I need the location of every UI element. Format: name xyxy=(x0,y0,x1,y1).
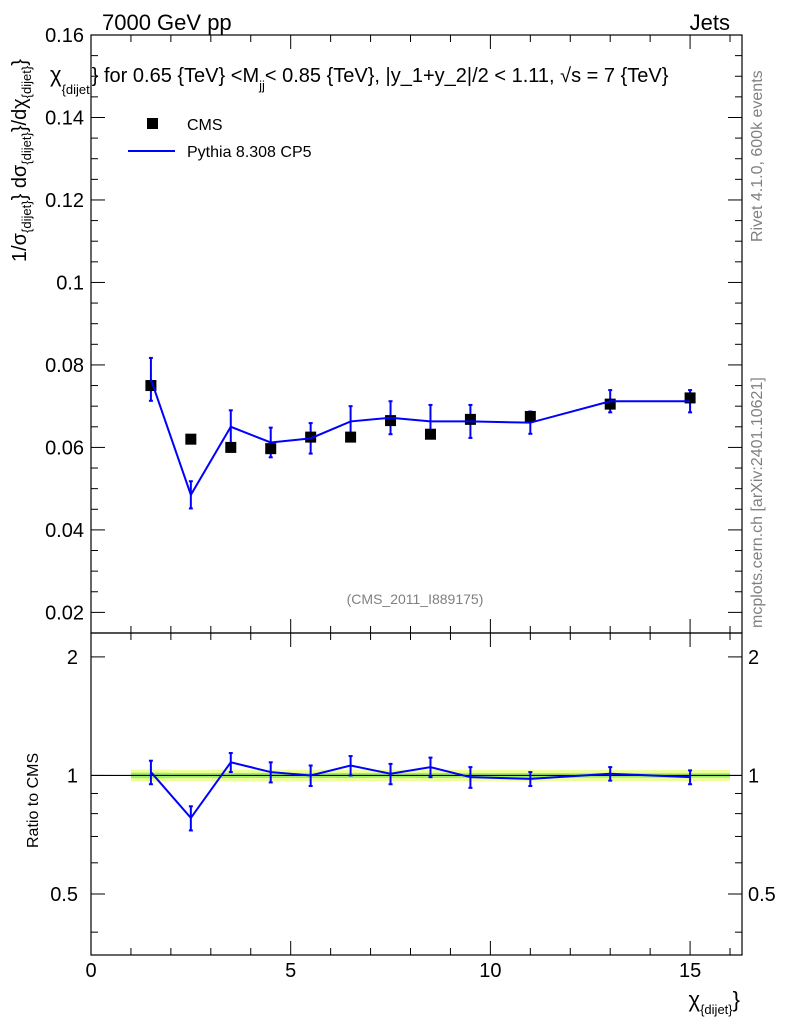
main-y-tick-label-7: 0.16 xyxy=(45,25,84,47)
ratio-y-tick-label-right-0: 0.5 xyxy=(748,884,776,906)
main-y-tick-label-6: 0.14 xyxy=(45,107,84,129)
ratio-y-tick-label-right-1: 1 xyxy=(748,765,759,787)
ratio-y-axis-label: Ratio to CMS xyxy=(25,753,42,848)
plot-subtitle: χ{dijet} for 0.65 {TeV} <Mjj< 0.85 {TeV}… xyxy=(50,62,669,97)
subtitle-part1: } for 0.65 {TeV} <M xyxy=(92,65,259,87)
data-point-3 xyxy=(265,443,277,455)
data-point-0 xyxy=(145,380,157,392)
legend-cms-label: CMS xyxy=(187,117,223,134)
ratio-y-tick-label-right-2: 2 xyxy=(748,647,759,669)
axis-ticks: 0 5 10 15 0.02 0.04 0.06 0.08 0.1 0.12 0.14 0.16 0.5… xyxy=(45,25,776,982)
x-tick-label-2: 10 xyxy=(479,960,501,982)
ratio-panel-frame xyxy=(90,632,743,956)
legend-mc-label: Pythia 8.308 CP5 xyxy=(187,144,312,161)
header-left: 7000 GeV pp xyxy=(102,10,232,35)
side-text-rivet: Rivet 4.1.0, 600k events xyxy=(749,70,766,242)
mc-series xyxy=(149,379,691,498)
data-point-9 xyxy=(524,410,536,422)
main-y-tick-label-4: 0.1 xyxy=(56,272,84,294)
x-tick-label-3: 15 xyxy=(679,960,701,982)
data-point-2 xyxy=(225,441,237,453)
data-point-7 xyxy=(424,428,436,440)
main-y-tick-label-2: 0.06 xyxy=(45,437,84,459)
x-axis-label: χ{dijet}} xyxy=(689,987,740,1017)
side-text-mcplots: mcplots.cern.ch [arXiv:2401.10621] xyxy=(749,377,766,628)
data-point-11 xyxy=(684,392,696,404)
ratio-line xyxy=(150,761,691,820)
subtitle-chi-sub: {dijet xyxy=(62,82,91,97)
main-y-tick-label-5: 0.12 xyxy=(45,190,84,212)
main-y-tick-label-1: 0.04 xyxy=(45,520,84,542)
header-right: Jets xyxy=(690,10,730,35)
data-series xyxy=(145,380,696,455)
mc-line xyxy=(149,379,691,498)
x-tick-label-1: 5 xyxy=(285,960,296,982)
ratio-y-tick-label-left-1: 1 xyxy=(67,765,78,787)
subtitle-sub: jj xyxy=(258,78,265,93)
x-tick-label-0: 0 xyxy=(85,960,96,982)
data-point-6 xyxy=(385,415,397,427)
subtitle-chi: χ xyxy=(50,62,62,87)
analysis-id: (CMS_2011_I889175) xyxy=(347,591,484,607)
subtitle-part2: < 0.85 {TeV}, |y_1+y_2|/2 < 1.11, √s = 7… xyxy=(265,65,669,87)
main-y-tick-label-0: 0.02 xyxy=(45,602,84,624)
main-y-tick-label-3: 0.08 xyxy=(45,355,84,377)
ratio-series xyxy=(148,752,693,832)
data-point-10 xyxy=(604,398,616,410)
data-point-1 xyxy=(185,433,197,445)
legend-cms-marker xyxy=(147,118,158,129)
data-point-5 xyxy=(345,431,357,443)
data-point-4 xyxy=(305,431,317,443)
data-point-8 xyxy=(464,413,476,425)
mc-error-bars xyxy=(148,356,693,510)
ratio-y-tick-label-left-2: 2 xyxy=(67,647,78,669)
main-y-axis-label: 1/σ{dijet}} dσ{dijet}}/dχ{dijet}} xyxy=(9,59,34,262)
ratio-y-tick-label-left-0: 0.5 xyxy=(50,884,78,906)
